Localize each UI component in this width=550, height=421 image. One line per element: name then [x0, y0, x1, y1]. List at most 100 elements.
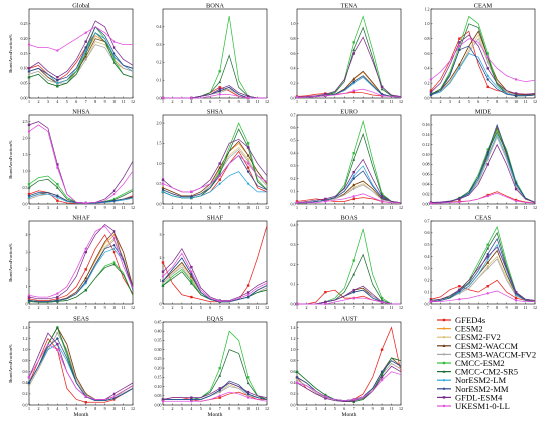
y-tick-label: 0.6: [425, 51, 430, 56]
data-point: [84, 31, 87, 34]
data-point: [218, 80, 222, 84]
data-point: [458, 288, 461, 291]
data-point: [352, 171, 355, 174]
series-line: [430, 192, 536, 204]
series-line: [28, 337, 134, 403]
data-point: [324, 397, 327, 400]
data-point: [218, 389, 221, 392]
x-tick-label: 4: [190, 305, 192, 310]
data-point: [56, 166, 59, 169]
y-tick-label: 2: [26, 267, 28, 272]
x-tick-label: 12: [265, 205, 269, 210]
x-tick-label: 5: [334, 99, 336, 104]
x-tick-label: 10: [246, 99, 250, 104]
x-tick-label: 9: [372, 205, 374, 210]
x-tick-label: 9: [372, 305, 374, 310]
data-point: [486, 60, 489, 64]
plot-area: [162, 321, 268, 406]
plot-area: [296, 321, 402, 406]
data-point: [486, 148, 489, 151]
data-point: [112, 244, 116, 247]
data-point: [514, 78, 518, 81]
data-point: [56, 295, 59, 299]
y-tick-label: 0.0: [291, 402, 296, 407]
data-point: [112, 189, 116, 193]
data-point: [161, 279, 165, 283]
x-tick-label: 2: [37, 305, 39, 310]
x-tick-label: 1: [296, 205, 298, 210]
data-point: [112, 52, 116, 55]
x-tick-label: 2: [305, 305, 307, 310]
data-point: [56, 199, 59, 202]
series-line: [430, 45, 536, 97]
y-tick-label: 0.7: [291, 112, 296, 117]
x-tick-label: 10: [246, 205, 250, 210]
x-tick-label: 6: [477, 205, 479, 210]
x-tick-label: 5: [468, 99, 470, 104]
data-point: [56, 79, 59, 82]
x-tick-label: 8: [362, 305, 364, 310]
legend-label: CMCC-CM2-SR5: [455, 367, 518, 377]
y-tick-label: 0.2: [425, 80, 430, 85]
legend-marker: [442, 344, 446, 347]
y-tick-label: 0.4: [291, 380, 296, 385]
series-line: [430, 37, 536, 97]
series-line: [28, 26, 133, 51]
data-point: [380, 200, 384, 203]
x-tick-label: 10: [112, 205, 116, 210]
y-tick-label: 0.6: [23, 369, 28, 374]
x-tick-label: 11: [524, 305, 528, 310]
x-tick-label: 2: [439, 205, 441, 210]
x-tick-label: 4: [56, 406, 58, 411]
x-tick-label: 8: [94, 406, 96, 411]
series-line: [28, 124, 134, 204]
data-point: [352, 90, 355, 94]
x-tick-label: 11: [256, 99, 260, 104]
data-point: [84, 401, 87, 404]
data-point: [324, 200, 327, 203]
data-point: [246, 295, 250, 299]
legend-label: UKESM1-0-LL: [455, 401, 510, 411]
plot-area: [162, 8, 268, 99]
x-tick-label: 4: [324, 205, 326, 210]
panel-title: TENA: [340, 3, 357, 10]
x-tick-label: 12: [265, 305, 269, 310]
x-tick-label: 2: [305, 99, 307, 104]
y-tick-label: 0.20: [21, 36, 28, 41]
x-tick-label: 7: [353, 406, 355, 411]
y-tick-label: 0.2: [23, 391, 28, 396]
x-tick-label: 1: [162, 305, 164, 310]
data-point: [84, 57, 87, 61]
x-tick-label: 3: [47, 99, 49, 104]
data-point: [486, 194, 489, 198]
data-point: [161, 261, 165, 264]
series-line: [162, 247, 268, 301]
data-point: [246, 376, 250, 379]
series-line: [297, 88, 402, 98]
y-tick-label: 1.2: [425, 6, 430, 11]
series-line: [28, 44, 134, 84]
x-tick-label: 11: [390, 205, 394, 210]
y-tick-label: 0.2: [291, 391, 296, 396]
y-tick-label: 1.5: [157, 141, 162, 146]
x-tick-label: 11: [256, 205, 260, 210]
data-point: [27, 186, 31, 189]
y-tick-label: 0.4: [291, 150, 296, 155]
x-tick-label: 8: [496, 99, 498, 104]
panel-title: SHSA: [207, 109, 224, 116]
x-tick-label: 10: [380, 205, 384, 210]
data-point: [486, 253, 489, 256]
data-point: [246, 381, 250, 385]
x-tick-label: 10: [112, 99, 116, 104]
series-line: [296, 36, 402, 98]
data-point: [352, 80, 355, 83]
data-point: [295, 201, 299, 204]
y-tick-label: 3: [26, 249, 28, 254]
x-tick-label: 5: [200, 99, 202, 104]
y-tick-label: 1.2: [291, 336, 296, 341]
data-point: [56, 81, 59, 85]
y-tick-label: 1.0: [291, 21, 296, 26]
